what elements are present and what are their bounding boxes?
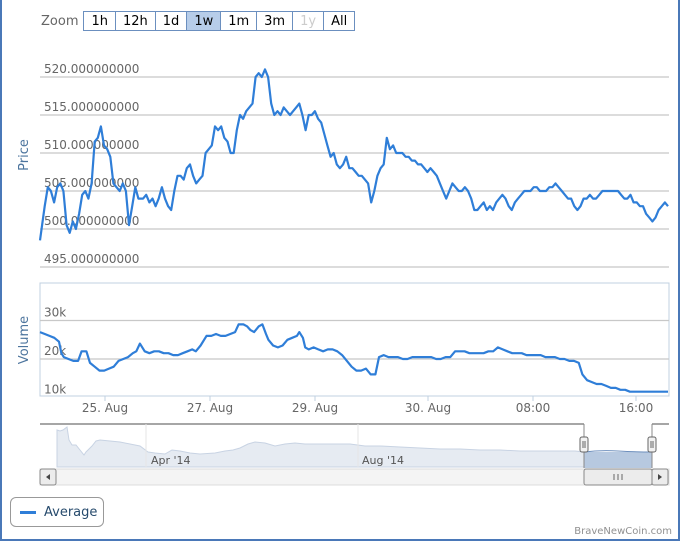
credits-link[interactable]: BraveNewCoin.com: [574, 526, 672, 537]
price-axis-labels: 495.000000000500.000000000505.0000000005…: [44, 62, 139, 266]
volume-pane-border: [39, 282, 670, 397]
svg-text:30. Aug: 30. Aug: [405, 401, 451, 415]
x-axis-labels: 25. Aug 27. Aug 29. Aug 30. Aug 08:00 16:00: [82, 396, 653, 415]
svg-text:510.000000000: 510.000000000: [44, 138, 139, 152]
scrollbar-right-arrow[interactable]: [651, 468, 669, 486]
svg-text:495.000000000: 495.000000000: [44, 252, 139, 266]
svg-text:08:00: 08:00: [516, 401, 551, 415]
svg-text:30k: 30k: [44, 306, 66, 320]
zoom-button-1y: 1y: [292, 11, 325, 31]
zoom-button-1d[interactable]: 1d: [154, 11, 188, 31]
svg-text:520.000000000: 520.000000000: [44, 62, 139, 76]
zoom-button-1h[interactable]: 1h: [83, 11, 116, 31]
zoom-button-3m[interactable]: 3m: [256, 11, 294, 31]
svg-text:10k: 10k: [44, 383, 66, 397]
volume-series-line[interactable]: [39, 323, 668, 393]
navigator-right-handle[interactable]: [647, 436, 657, 453]
navigator-selected-range[interactable]: [584, 452, 652, 468]
volume-axis-title: Volume: [17, 316, 32, 364]
zoom-button-all[interactable]: All: [323, 11, 356, 31]
svg-text:25. Aug: 25. Aug: [82, 401, 128, 415]
navigator-series-area: [56, 426, 585, 468]
svg-text:27. Aug: 27. Aug: [187, 401, 233, 415]
svg-text:29. Aug: 29. Aug: [292, 401, 338, 415]
zoom-button-1w[interactable]: 1w: [186, 11, 222, 31]
range-selector: Zoom 1h 12h 1d 1w 1m 3m 1y All: [41, 11, 356, 31]
zoom-button-12h[interactable]: 12h: [115, 11, 156, 31]
navigator[interactable]: Apr '14 Aug '14: [40, 423, 669, 468]
navigator-label-aug: Aug '14: [362, 454, 404, 467]
legend-item-average[interactable]: Average: [10, 497, 104, 527]
svg-text:16:00: 16:00: [619, 401, 654, 415]
price-gridlines: [40, 76, 669, 268]
scrollbar[interactable]: [39, 468, 670, 486]
zoom-label: Zoom: [41, 13, 79, 29]
navigator-left-handle[interactable]: [579, 436, 589, 453]
price-axis-title: Price: [17, 139, 32, 171]
legend-line-icon: [20, 510, 36, 514]
navigator-label-apr: Apr '14: [151, 454, 191, 467]
scrollbar-left-arrow[interactable]: [39, 468, 57, 486]
price-series-line[interactable]: [38, 68, 669, 241]
svg-text:500.000000000: 500.000000000: [44, 214, 139, 228]
legend-label: Average: [44, 504, 98, 520]
zoom-button-1m[interactable]: 1m: [220, 11, 258, 31]
svg-text:515.000000000: 515.000000000: [44, 100, 139, 114]
